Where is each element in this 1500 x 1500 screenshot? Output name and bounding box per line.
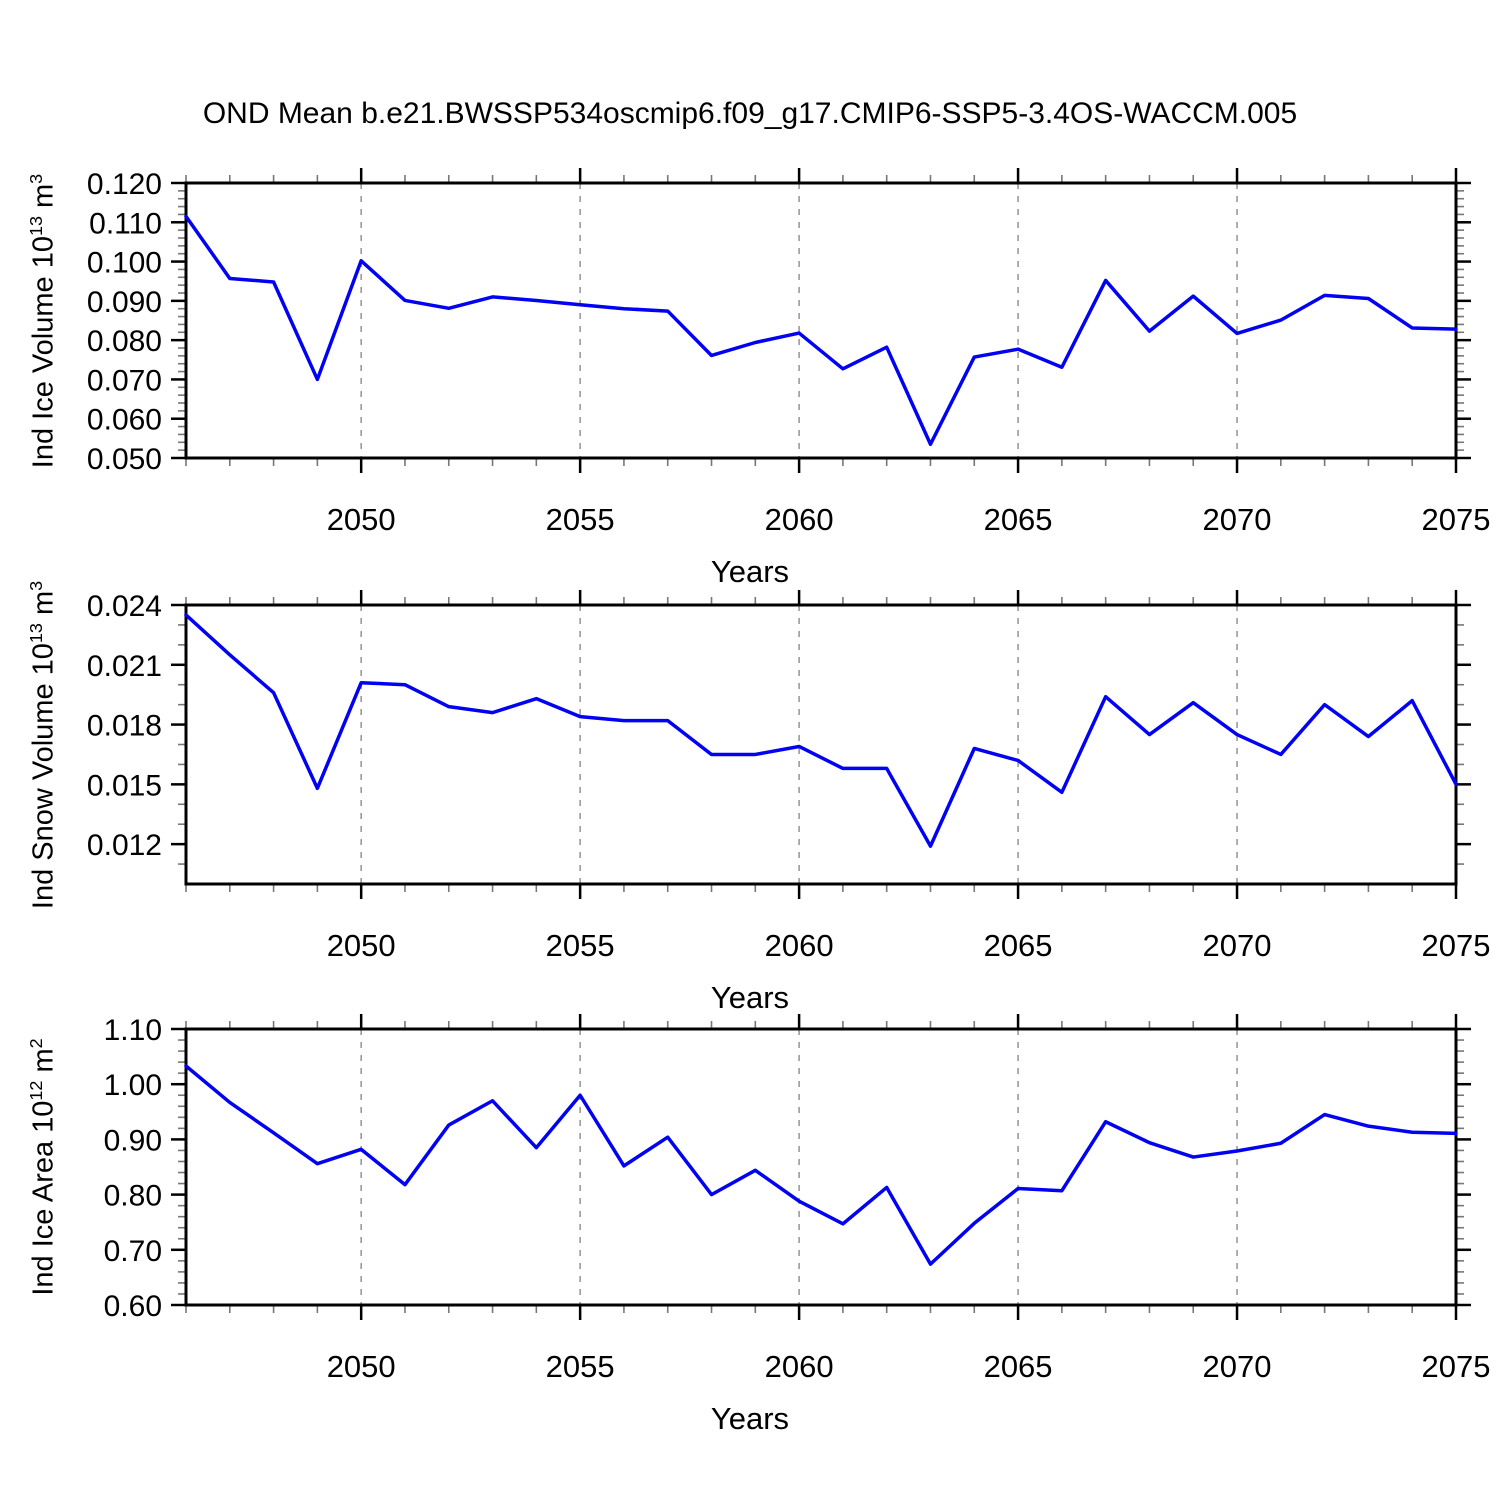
y-tick-label: 0.015 — [87, 769, 162, 802]
y-tick-label: 0.110 — [89, 207, 162, 240]
x-tick-label: 2055 — [546, 502, 615, 537]
data-line-ice-volume — [184, 214, 1458, 446]
y-tick-label: 0.80 — [104, 1180, 162, 1213]
y-tick-label: 0.024 — [87, 590, 162, 623]
x-tick-label: 2065 — [984, 502, 1053, 537]
plot-title: OND Mean b.e21.BWSSP534oscmip6.f09_g17.C… — [202, 97, 1298, 130]
y-tick-label: 0.70 — [104, 1235, 162, 1268]
x-axis-title-1: Years — [710, 554, 790, 589]
x-tick-label: 2060 — [765, 502, 834, 537]
y-tick-label: 0.090 — [87, 286, 162, 319]
x-tick-label: 2055 — [546, 1349, 615, 1384]
y-tick-label: 0.90 — [104, 1124, 162, 1157]
x-axis-title-3: Years — [710, 1401, 790, 1436]
y-tick-label: 1.00 — [104, 1069, 162, 1102]
x-tick-label: 2070 — [1203, 928, 1272, 963]
y-tick-label: 0.012 — [87, 829, 162, 862]
x-tick-label: 2070 — [1203, 502, 1272, 537]
y-tick-label: 0.120 — [87, 168, 162, 201]
x-tick-label: 2050 — [327, 1349, 396, 1384]
x-axis-title-2: Years — [710, 980, 790, 1015]
y-tick-label: 0.018 — [87, 710, 162, 743]
y-tick-label: 0.021 — [87, 650, 162, 683]
x-tick-label: 2075 — [1422, 1349, 1491, 1384]
x-tick-label: 2065 — [984, 928, 1053, 963]
plot-frame — [184, 603, 1458, 886]
x-tick-label: 2070 — [1203, 1349, 1272, 1384]
x-tick-label: 2055 — [546, 928, 615, 963]
data-line-ice-area — [184, 1064, 1458, 1266]
x-tick-label: 2050 — [327, 928, 396, 963]
x-tick-label: 2075 — [1422, 928, 1491, 963]
x-tick-label: 2060 — [765, 1349, 834, 1384]
x-tick-label: 2050 — [327, 502, 396, 537]
plot-frame — [184, 1027, 1458, 1307]
y-tick-label: 1.10 — [104, 1014, 162, 1047]
x-tick-label: 2075 — [1422, 502, 1491, 537]
data-line-snow-volume — [184, 613, 1458, 848]
plot-frame — [184, 181, 1458, 460]
y-tick-label: 0.060 — [87, 404, 162, 437]
x-tick-label: 2065 — [984, 1349, 1053, 1384]
y-tick-label: 0.080 — [87, 325, 162, 358]
y-tick-label: 0.050 — [87, 443, 162, 476]
x-tick-label: 2060 — [765, 928, 834, 963]
y-tick-label: 0.100 — [87, 247, 162, 280]
y-tick-label: 0.60 — [104, 1290, 162, 1323]
y-tick-label: 0.070 — [87, 364, 162, 397]
